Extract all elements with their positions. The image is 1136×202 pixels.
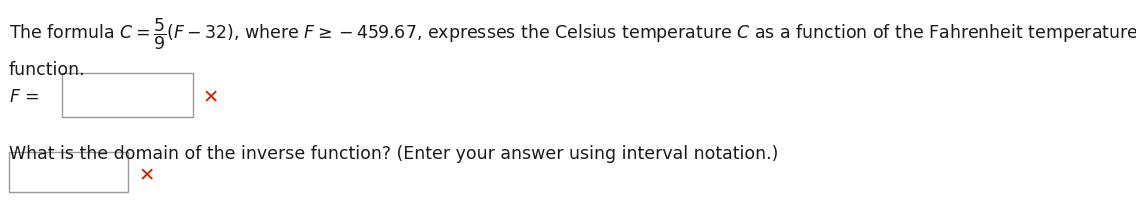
FancyBboxPatch shape	[62, 73, 193, 117]
Text: ✕: ✕	[139, 166, 154, 185]
Text: function.: function.	[9, 61, 85, 79]
FancyBboxPatch shape	[9, 152, 128, 192]
Text: ✕: ✕	[202, 88, 218, 107]
Text: The formula $C = \dfrac{5}{9}(F - 32)$, where $F \geq -459.67$, expresses the Ce: The formula $C = \dfrac{5}{9}(F - 32)$, …	[9, 16, 1136, 52]
Text: $F$ =: $F$ =	[9, 88, 40, 106]
Text: What is the domain of the inverse function? (Enter your answer using interval no: What is the domain of the inverse functi…	[9, 145, 778, 163]
